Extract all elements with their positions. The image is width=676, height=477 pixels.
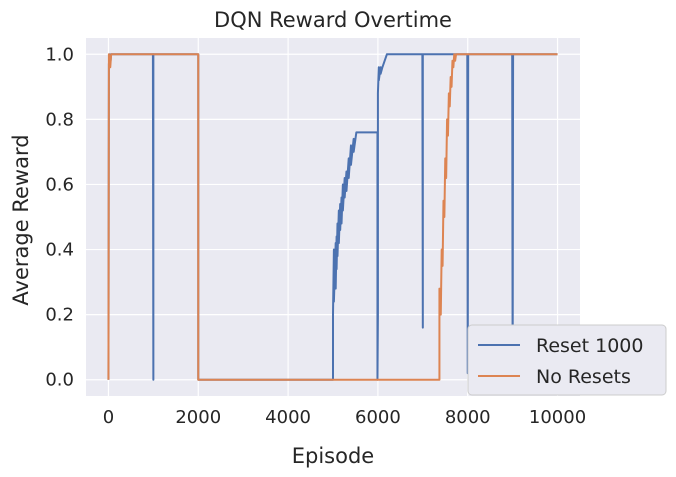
legend-label-no-resets: No Resets bbox=[536, 366, 631, 388]
legend: Reset 1000 No Resets bbox=[467, 324, 667, 396]
y-tick-label: 0.0 bbox=[45, 370, 74, 391]
x-axis-label: Episode bbox=[292, 444, 374, 468]
x-tick-label: 0 bbox=[103, 407, 114, 428]
series-line-no-resets bbox=[107, 53, 558, 381]
y-tick-label: 0.8 bbox=[45, 109, 74, 130]
y-tick-label: 1.0 bbox=[45, 44, 74, 65]
y-tick-labels: 0.0 0.2 0.4 0.6 0.8 1.0 bbox=[45, 44, 74, 390]
x-tick-label: 4000 bbox=[265, 407, 311, 428]
x-tick-labels: 0 2000 4000 6000 8000 10000 bbox=[103, 407, 586, 428]
y-tick-label: 0.2 bbox=[45, 305, 74, 326]
x-tick-label: 2000 bbox=[175, 407, 221, 428]
x-tick-label: 8000 bbox=[445, 407, 491, 428]
y-tick-label: 0.6 bbox=[45, 174, 74, 195]
x-tick-label: 6000 bbox=[355, 407, 401, 428]
y-axis-label: Average Reward bbox=[9, 134, 33, 305]
y-tick-label: 0.4 bbox=[45, 240, 74, 261]
legend-box bbox=[467, 324, 667, 396]
series-layer bbox=[107, 53, 559, 381]
chart-title: DQN Reward Overtime bbox=[214, 8, 452, 32]
legend-label-reset-1000: Reset 1000 bbox=[536, 335, 643, 357]
x-tick-label: 10000 bbox=[529, 407, 586, 428]
